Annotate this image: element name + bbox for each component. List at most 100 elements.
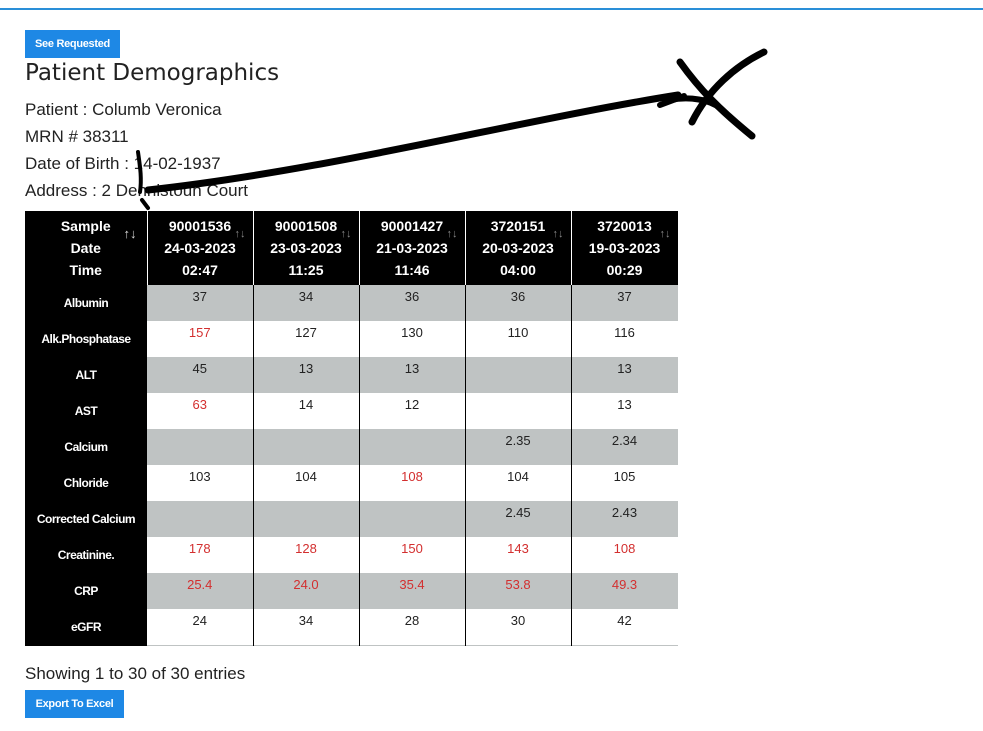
result-cell: 130 [359, 321, 466, 357]
row-test-name: AST [25, 393, 147, 429]
row-test-name: Chloride [25, 465, 147, 501]
row-test-name: CRP [25, 573, 147, 609]
sort-icon[interactable]: ↑↓ [123, 226, 137, 241]
result-cell: 13 [571, 357, 678, 393]
result-cell: 104 [465, 465, 572, 501]
result-cell: 157 [147, 321, 254, 357]
table-row: Alk.Phosphatase 157 127 130 110 116 [25, 321, 678, 357]
entries-count: Showing 1 to 30 of 30 entries [25, 664, 246, 683]
table-row: Corrected Calcium 2.45 2.43 [25, 501, 678, 537]
table-row: Albumin 37 34 36 36 37 [25, 285, 678, 321]
column-sample-id: 90001536 [168, 218, 232, 234]
column-sample-id: 3720151 [490, 218, 546, 234]
column-sample-id: 3720013 [597, 218, 652, 234]
result-cell: 37 [571, 285, 678, 321]
sort-icon[interactable]: ↑↓ [340, 228, 352, 240]
result-cell: 108 [359, 465, 466, 501]
result-cell [359, 429, 466, 465]
result-cell [465, 393, 572, 429]
column-date: 20-03-2023 [482, 240, 554, 256]
sort-icon[interactable]: ↑↓ [659, 228, 671, 240]
result-cell: 116 [571, 321, 678, 357]
row-test-name: Creatinine. [25, 537, 147, 573]
column-header[interactable]: 90001536 24-03-2023 02:47 ↑↓ [147, 211, 254, 285]
result-cell [253, 429, 360, 465]
result-cell: 36 [359, 285, 466, 321]
row-test-name: Calcium [25, 429, 147, 465]
partial-cell [465, 645, 572, 646]
result-cell: 108 [571, 537, 678, 573]
result-cell: 45 [147, 357, 254, 393]
result-cell: 128 [253, 537, 360, 573]
result-cell: 2.34 [571, 429, 678, 465]
row-test-name: Alk.Phosphatase [25, 321, 147, 357]
result-cell: 127 [253, 321, 360, 357]
column-time: 02:47 [182, 262, 218, 278]
result-cell: 2.43 [571, 501, 678, 537]
row-test-name: Albumin [25, 285, 147, 321]
result-cell: 13 [359, 357, 466, 393]
header-label-sample: Sample [60, 218, 111, 234]
page-title: Patient Demographics [25, 60, 280, 86]
table-row: CRP 25.4 24.0 35.4 53.8 49.3 [25, 573, 678, 609]
result-cell: 178 [147, 537, 254, 573]
header-row: Sample Date Time ↑↓ 90001536 24-03-2023 … [25, 211, 678, 285]
column-date: 19-03-2023 [588, 240, 661, 256]
result-cell: 2.35 [465, 429, 572, 465]
column-time: 00:29 [606, 262, 643, 278]
column-time: 11:25 [288, 262, 324, 278]
partial-cell [253, 645, 360, 646]
result-cell: 53.8 [465, 573, 572, 609]
header-label-time: Time [69, 262, 102, 278]
column-sample-id: 90001427 [380, 218, 444, 234]
column-header[interactable]: 3720151 20-03-2023 04:00 ↑↓ [465, 211, 572, 285]
result-cell: 143 [465, 537, 572, 573]
sort-icon[interactable]: ↑↓ [552, 228, 564, 240]
result-cell [253, 501, 360, 537]
result-cell: 110 [465, 321, 572, 357]
result-cell: 25.4 [147, 573, 254, 609]
result-cell: 150 [359, 537, 466, 573]
result-cell: 34 [253, 609, 360, 645]
export-to-excel-button[interactable]: Export To Excel [25, 690, 124, 718]
result-cell: 42 [571, 609, 678, 645]
column-header[interactable]: 3720013 19-03-2023 00:29 ↑↓ [571, 211, 678, 285]
result-cell [147, 429, 254, 465]
result-cell: 14 [253, 393, 360, 429]
patient-mrn: MRN # 38311 [25, 127, 129, 146]
result-cell: 13 [571, 393, 678, 429]
patient-name: Patient : Columb Veronica [25, 100, 222, 119]
sample-date-time-header[interactable]: Sample Date Time ↑↓ [25, 211, 148, 285]
result-cell: 24 [147, 609, 254, 645]
patient-dob: Date of Birth : 14-02-1937 [25, 154, 221, 173]
results-table: Sample Date Time ↑↓ 90001536 24-03-2023 … [25, 211, 678, 646]
header-label-date: Date [70, 240, 101, 256]
result-cell [147, 501, 254, 537]
result-cell: 104 [253, 465, 360, 501]
column-header[interactable]: 90001508 23-03-2023 11:25 ↑↓ [253, 211, 360, 285]
result-cell: 35.4 [359, 573, 466, 609]
result-cell: 105 [571, 465, 678, 501]
table-row: ALT 45 13 13 13 [25, 357, 678, 393]
partial-cell [25, 645, 147, 646]
sort-icon[interactable]: ↑↓ [234, 228, 246, 240]
results-table-container[interactable]: Sample Date Time ↑↓ 90001536 24-03-2023 … [25, 211, 678, 646]
table-row: Chloride 103 104 108 104 105 [25, 465, 678, 501]
see-requested-button[interactable]: See Requested [25, 30, 120, 58]
result-cell: 63 [147, 393, 254, 429]
result-cell: 49.3 [571, 573, 678, 609]
result-cell: 28 [359, 609, 466, 645]
result-cell: 37 [147, 285, 254, 321]
partial-cell [147, 645, 254, 646]
result-cell: 12 [359, 393, 466, 429]
patient-address: Address : 2 Dennistoun Court [25, 181, 249, 200]
table-row: Creatinine. 178 128 150 143 108 [25, 537, 678, 573]
sort-icon[interactable]: ↑↓ [446, 228, 458, 240]
result-cell: 24.0 [253, 573, 360, 609]
result-cell: 2.45 [465, 501, 572, 537]
result-cell: 13 [253, 357, 360, 393]
column-time: 11:46 [394, 262, 430, 278]
result-cell: 34 [253, 285, 360, 321]
result-cell: 103 [147, 465, 254, 501]
column-header[interactable]: 90001427 21-03-2023 11:46 ↑↓ [359, 211, 466, 285]
